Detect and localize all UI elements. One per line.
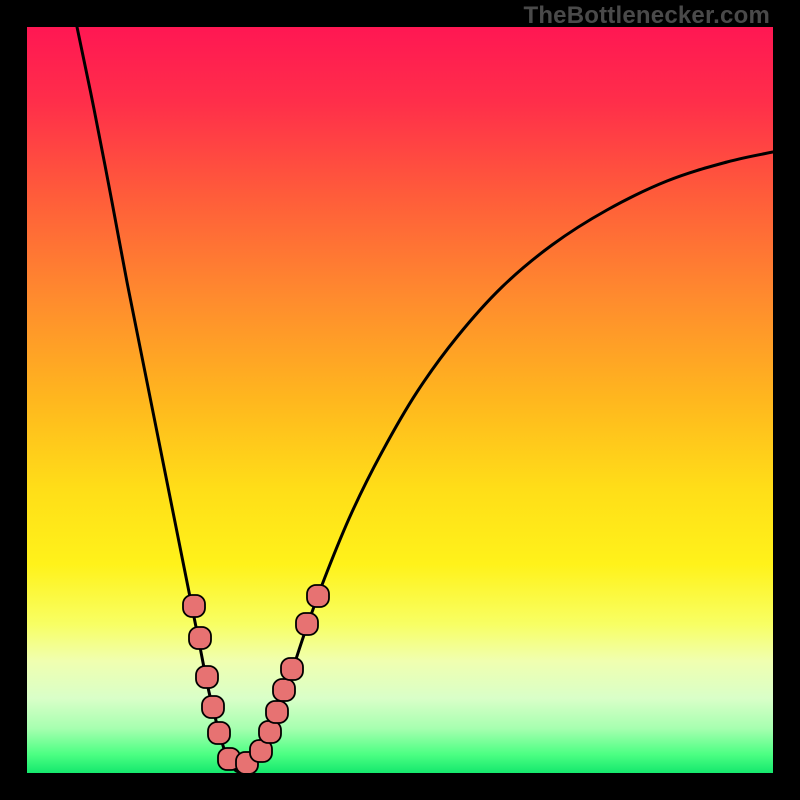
data-marker <box>183 595 205 617</box>
data-marker <box>202 696 224 718</box>
data-marker <box>266 701 288 723</box>
data-marker <box>307 585 329 607</box>
data-marker <box>296 613 318 635</box>
chart-svg <box>27 27 773 773</box>
bottleneck-curve <box>77 27 773 772</box>
data-marker <box>189 627 211 649</box>
watermark-text: TheBottlenecker.com <box>523 2 770 30</box>
plot-area <box>27 27 773 773</box>
data-marker <box>281 658 303 680</box>
data-marker <box>196 666 218 688</box>
chart-frame: TheBottlenecker.com <box>0 0 800 800</box>
data-marker <box>208 722 230 744</box>
data-marker <box>273 679 295 701</box>
data-marker <box>259 721 281 743</box>
